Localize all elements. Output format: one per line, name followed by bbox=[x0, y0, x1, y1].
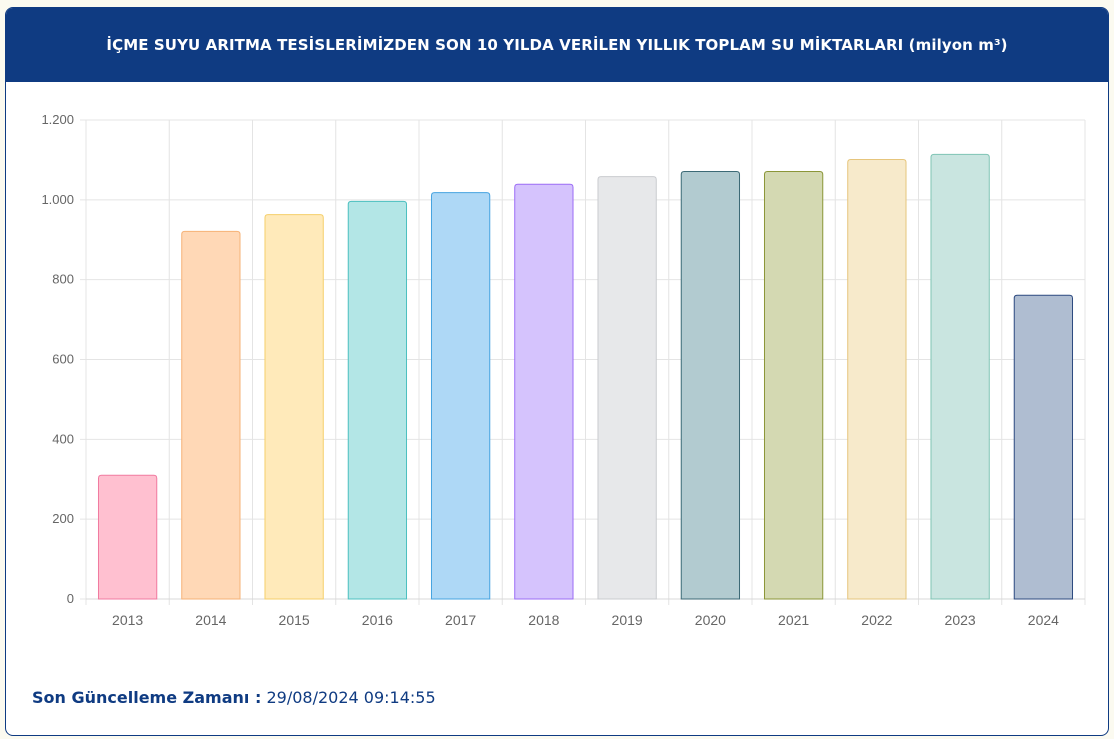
x-tick-label: 2015 bbox=[279, 612, 310, 628]
y-tick-label: 1.000 bbox=[41, 192, 74, 207]
bar-2019[interactable] bbox=[597, 176, 657, 600]
x-tick-label: 2014 bbox=[195, 612, 226, 628]
bar-2013[interactable] bbox=[97, 474, 158, 600]
x-tick-label: 2016 bbox=[362, 612, 393, 628]
bar-2024[interactable] bbox=[1013, 294, 1074, 600]
bar-2015[interactable] bbox=[264, 214, 324, 600]
x-tick-label: 2019 bbox=[612, 612, 643, 628]
bar-2016[interactable] bbox=[347, 200, 408, 600]
x-tick-label: 2021 bbox=[778, 612, 809, 628]
bar-2022[interactable] bbox=[847, 159, 907, 600]
y-tick-label: 0 bbox=[67, 591, 74, 606]
bar-2020[interactable] bbox=[680, 170, 741, 600]
y-tick-label: 800 bbox=[52, 272, 74, 287]
bar-chart: 0 200 400 600 800 1.000 1.200 2013 2014 2015 2016 2… bbox=[41, 112, 1086, 628]
y-tick-label: 1.200 bbox=[41, 112, 74, 127]
y-tick-label: 200 bbox=[52, 511, 74, 526]
chart-title: İÇME SUYU ARITMA TESİSLERİMİZDEN SON 10 … bbox=[6, 8, 1108, 82]
last-updated: Son Güncelleme Zamanı : 29/08/2024 09:14… bbox=[32, 688, 436, 707]
last-updated-value: 29/08/2024 09:14:55 bbox=[266, 688, 436, 707]
last-updated-label: Son Güncelleme Zamanı : bbox=[32, 688, 262, 707]
bar-2021[interactable] bbox=[763, 170, 824, 600]
bar-2023[interactable] bbox=[930, 153, 990, 600]
x-tick-label: 2017 bbox=[445, 612, 476, 628]
bar-2018[interactable] bbox=[514, 183, 574, 600]
x-tick-label: 2022 bbox=[861, 612, 892, 628]
bar-series bbox=[97, 153, 1074, 600]
x-tick-label: 2013 bbox=[112, 612, 143, 628]
grid-lines bbox=[80, 119, 1086, 605]
y-tick-label: 600 bbox=[52, 352, 74, 367]
x-tick-label: 2018 bbox=[528, 612, 559, 628]
chart-card: İÇME SUYU ARITMA TESİSLERİMİZDEN SON 10 … bbox=[5, 7, 1109, 736]
x-tick-label: 2020 bbox=[695, 612, 726, 628]
x-tick-label: 2024 bbox=[1028, 612, 1059, 628]
bar-2014[interactable] bbox=[181, 230, 241, 600]
x-tick-label: 2023 bbox=[945, 612, 976, 628]
axis-labels: 0 200 400 600 800 1.000 1.200 2013 2014 2015 2016 2… bbox=[41, 112, 1059, 628]
bar-2017[interactable] bbox=[430, 192, 491, 600]
y-tick-label: 400 bbox=[52, 431, 74, 446]
